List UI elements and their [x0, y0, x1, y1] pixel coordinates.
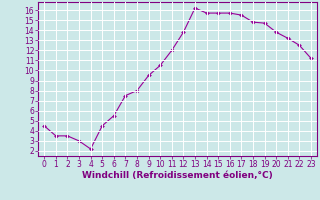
X-axis label: Windchill (Refroidissement éolien,°C): Windchill (Refroidissement éolien,°C) — [82, 171, 273, 180]
